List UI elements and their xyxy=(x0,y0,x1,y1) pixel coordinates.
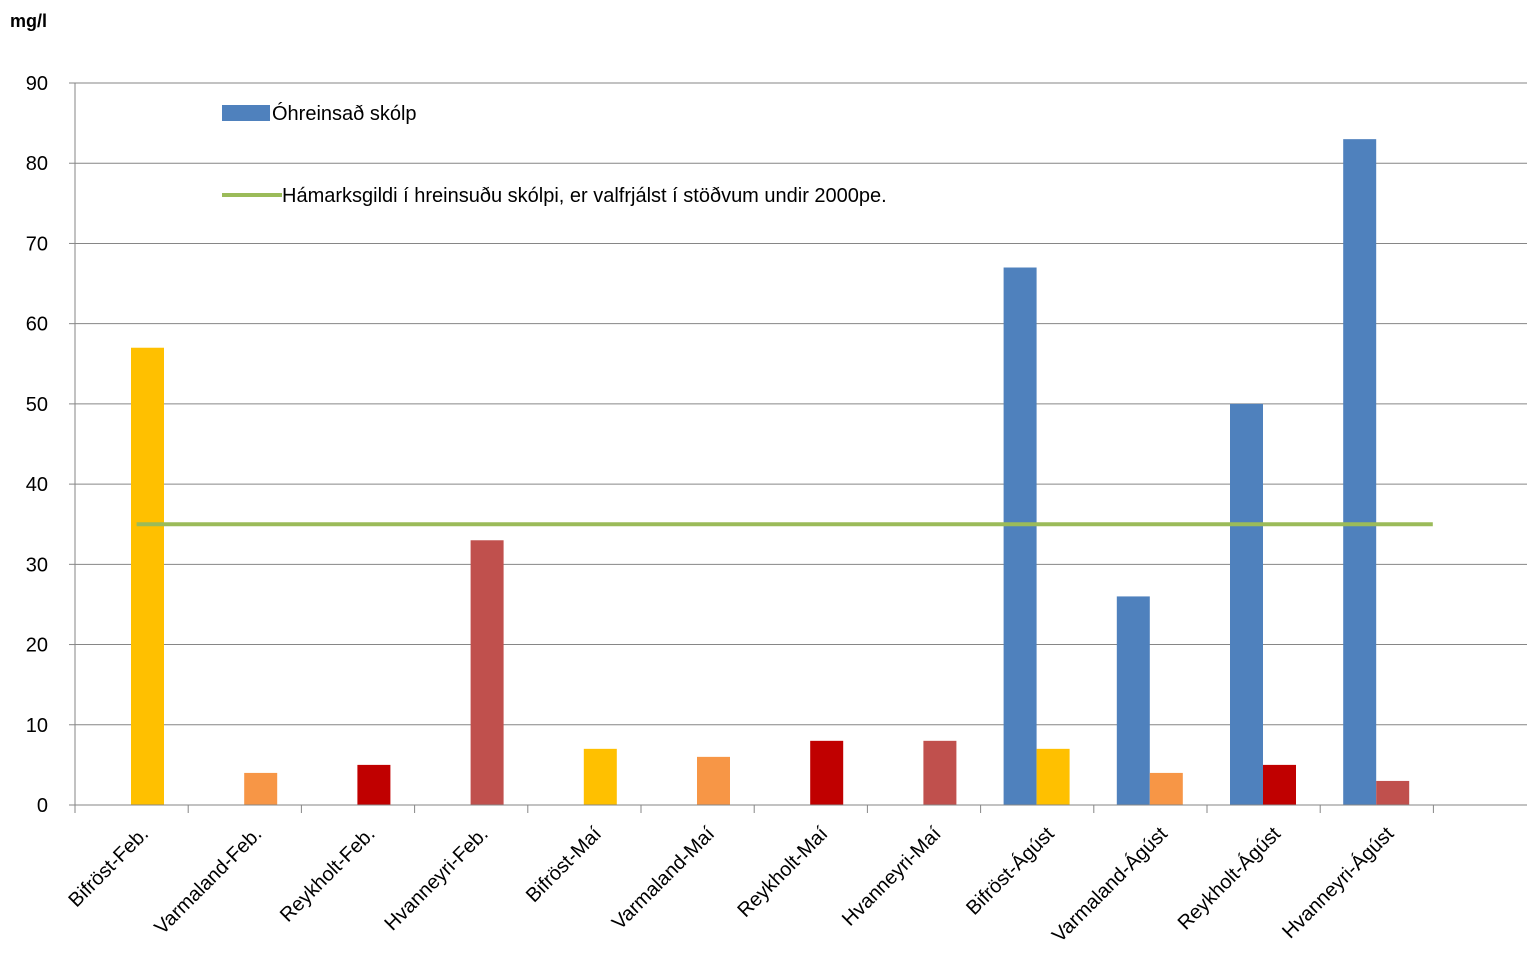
y-tick-label-30: 30 xyxy=(26,554,48,576)
x-tick-label-7: Hvanneyri-Maí xyxy=(838,823,946,931)
bar-sample-6 xyxy=(810,740,844,805)
bar-sample-11 xyxy=(1376,780,1410,805)
x-tick-labels: Bifröst-Feb.Varmaland-Feb. Reykholt-Feb. H… xyxy=(64,822,1398,947)
legend-label-untreated: Óhreinsað skólp xyxy=(272,102,417,125)
bar-sample-2 xyxy=(357,764,391,805)
bars xyxy=(131,139,1410,806)
y-tick-label-70: 70 xyxy=(26,233,48,255)
x-tick-label-11: Hvanneyri-Ágúst xyxy=(1278,822,1399,943)
bar-sample-3 xyxy=(470,540,504,805)
y-tick-label-0: 0 xyxy=(37,795,48,817)
y-tick-label-40: 40 xyxy=(26,474,48,496)
x-tick-label-4: Bifröst-Maí xyxy=(522,823,606,907)
y-tick-label-60: 60 xyxy=(26,314,48,336)
bar-untreated-10 xyxy=(1230,403,1263,805)
x-tick-label-2: Reykholt-Feb. xyxy=(276,823,380,927)
x-tick-label-6: Reykholt-Maí xyxy=(733,823,832,922)
bar-sample-0 xyxy=(131,347,164,805)
legend-bar-swatch xyxy=(222,105,270,121)
x-tick-label-8: Bifröst-Ágúst xyxy=(962,822,1060,920)
bar-untreated-8 xyxy=(1003,267,1037,805)
axes xyxy=(69,82,1527,813)
y-tick-labels: 0 10 20 30 40 50 60 70 80 90 xyxy=(26,73,48,817)
x-tick-label-10: Reykholt-Ágúst xyxy=(1173,822,1285,934)
bar-sample-5 xyxy=(697,756,730,805)
y-tick-label-80: 80 xyxy=(26,153,48,175)
x-tick-label-5: Varmaland-Maí xyxy=(608,823,719,934)
y-tick-label-20: 20 xyxy=(26,635,48,657)
x-tick-label-1: Varmaland-Feb. xyxy=(150,823,266,939)
bar-sample-9 xyxy=(1149,772,1183,805)
legend: Óhreinsað skólp Hámarksgildi í hreinsuðu… xyxy=(222,102,887,207)
legend-label-limit: Hámarksgildi í hreinsuðu skólpi, er valf… xyxy=(282,185,887,207)
bar-untreated-9 xyxy=(1116,596,1150,805)
x-tick-label-9: Varmaland-Ágúst xyxy=(1047,822,1172,947)
y-tick-label-90: 90 xyxy=(26,73,48,95)
gridlines xyxy=(75,82,1527,726)
bar-sample-8 xyxy=(1036,748,1070,805)
bar-sample-1 xyxy=(244,772,278,805)
bar-sample-4 xyxy=(583,748,617,805)
x-tick-label-3: Hvanneyri-Feb. xyxy=(381,823,493,935)
y-tick-label-10: 10 xyxy=(26,715,48,737)
y-tick-label-50: 50 xyxy=(26,394,48,416)
bar-sample-7 xyxy=(923,740,957,805)
x-tick-label-0: Bifröst-Feb. xyxy=(64,823,153,912)
bar-sample-10 xyxy=(1263,764,1296,805)
y-unit-label: mg/l xyxy=(10,11,47,31)
bar-untreated-11 xyxy=(1343,139,1377,806)
